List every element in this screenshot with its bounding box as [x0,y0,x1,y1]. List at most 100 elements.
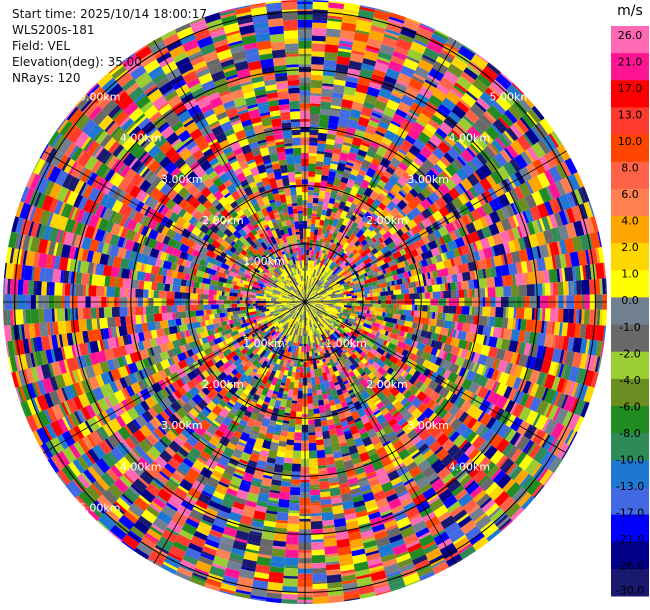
velocity-gate [310,266,314,272]
velocity-gate [574,265,582,281]
velocity-gate [224,567,241,579]
velocity-gate [403,412,413,422]
velocity-gate [327,581,343,589]
velocity-gate [312,596,329,604]
velocity-gate [311,528,324,535]
velocity-gate [266,462,275,467]
velocity-gate [333,314,339,318]
velocity-gate [395,324,399,330]
velocity-gate [451,105,467,120]
velocity-gate [414,304,418,311]
velocity-gate [334,322,342,329]
velocity-gate [257,553,272,559]
velocity-gate [353,280,360,285]
velocity-gate [297,390,303,399]
velocity-gate [356,343,361,348]
velocity-gate [375,244,383,252]
velocity-gate [312,269,317,278]
velocity-gate [497,134,511,148]
velocity-gate [90,483,103,497]
velocity-gate [387,384,395,392]
velocity-gate [384,312,388,318]
velocity-gate [417,131,431,145]
velocity-gate [276,392,283,399]
velocity-gate [150,480,162,491]
velocity-gate [326,568,341,576]
velocity-gate [371,322,381,329]
velocity-gate [419,222,426,230]
velocity-gate [438,76,455,91]
velocity-gate [495,75,511,90]
velocity-gate [494,317,503,328]
velocity-gate [283,567,298,577]
velocity-gate [371,247,379,255]
velocity-gate [212,555,229,568]
velocity-gate [226,442,237,451]
velocity-gate [323,259,328,266]
velocity-gate [479,237,491,250]
velocity-gate [526,260,533,273]
velocity-gate [206,476,220,489]
velocity-gate [484,378,496,391]
velocity-gate [556,335,565,350]
velocity-gate [329,434,339,444]
velocity-gate [310,502,321,506]
velocity-gate [299,372,304,378]
velocity-gate [368,511,381,520]
velocity-gate [380,512,393,519]
velocity-gate [293,317,296,320]
velocity-gate [202,444,215,456]
velocity-gate [226,560,243,572]
velocity-gate [421,465,436,479]
velocity-gate [317,246,322,252]
velocity-gate [298,316,301,322]
velocity-gate [204,507,218,517]
velocity-gate [180,559,196,570]
velocity-gate [193,530,208,541]
velocity-gate [406,55,420,64]
velocity-gate [462,427,473,440]
velocity-gate [421,175,432,186]
velocity-gate [281,374,288,384]
velocity-gate [375,467,388,479]
velocity-gate [462,44,477,55]
velocity-gate [454,219,461,229]
velocity-gate [312,302,321,304]
velocity-gate [447,240,458,251]
velocity-gate [315,216,321,220]
velocity-gate [305,296,311,302]
velocity-gate [397,490,409,498]
velocity-gate [375,307,384,313]
velocity-gate [580,401,590,418]
velocity-gate [387,405,395,412]
velocity-gate [394,205,402,213]
velocity-gate [418,429,431,442]
velocity-gate [447,429,456,439]
velocity-gate [472,171,482,183]
velocity-gate [316,318,321,324]
velocity-gate [330,190,338,200]
velocity-gate [366,506,379,513]
velocity-gate [562,308,569,323]
velocity-gate [277,347,283,354]
velocity-gate [362,537,376,544]
velocity-gate [310,520,323,530]
velocity-gate [310,307,313,310]
velocity-gate [551,241,560,256]
velocity-gate [278,326,283,332]
velocity-gate [492,326,502,339]
velocity-gate [364,545,378,551]
velocity-gate [298,322,302,331]
velocity-gate [224,381,234,392]
velocity-gate [524,128,540,146]
velocity-gate [259,449,269,457]
velocity-gate [517,96,532,112]
velocity-gate [343,250,348,255]
velocity-gate [448,305,457,314]
velocity-gate [210,495,223,505]
velocity-gate [276,519,288,524]
velocity-gate [425,265,430,273]
velocity-gate [378,324,386,330]
velocity-gate [556,377,566,393]
velocity-gate [368,145,379,154]
